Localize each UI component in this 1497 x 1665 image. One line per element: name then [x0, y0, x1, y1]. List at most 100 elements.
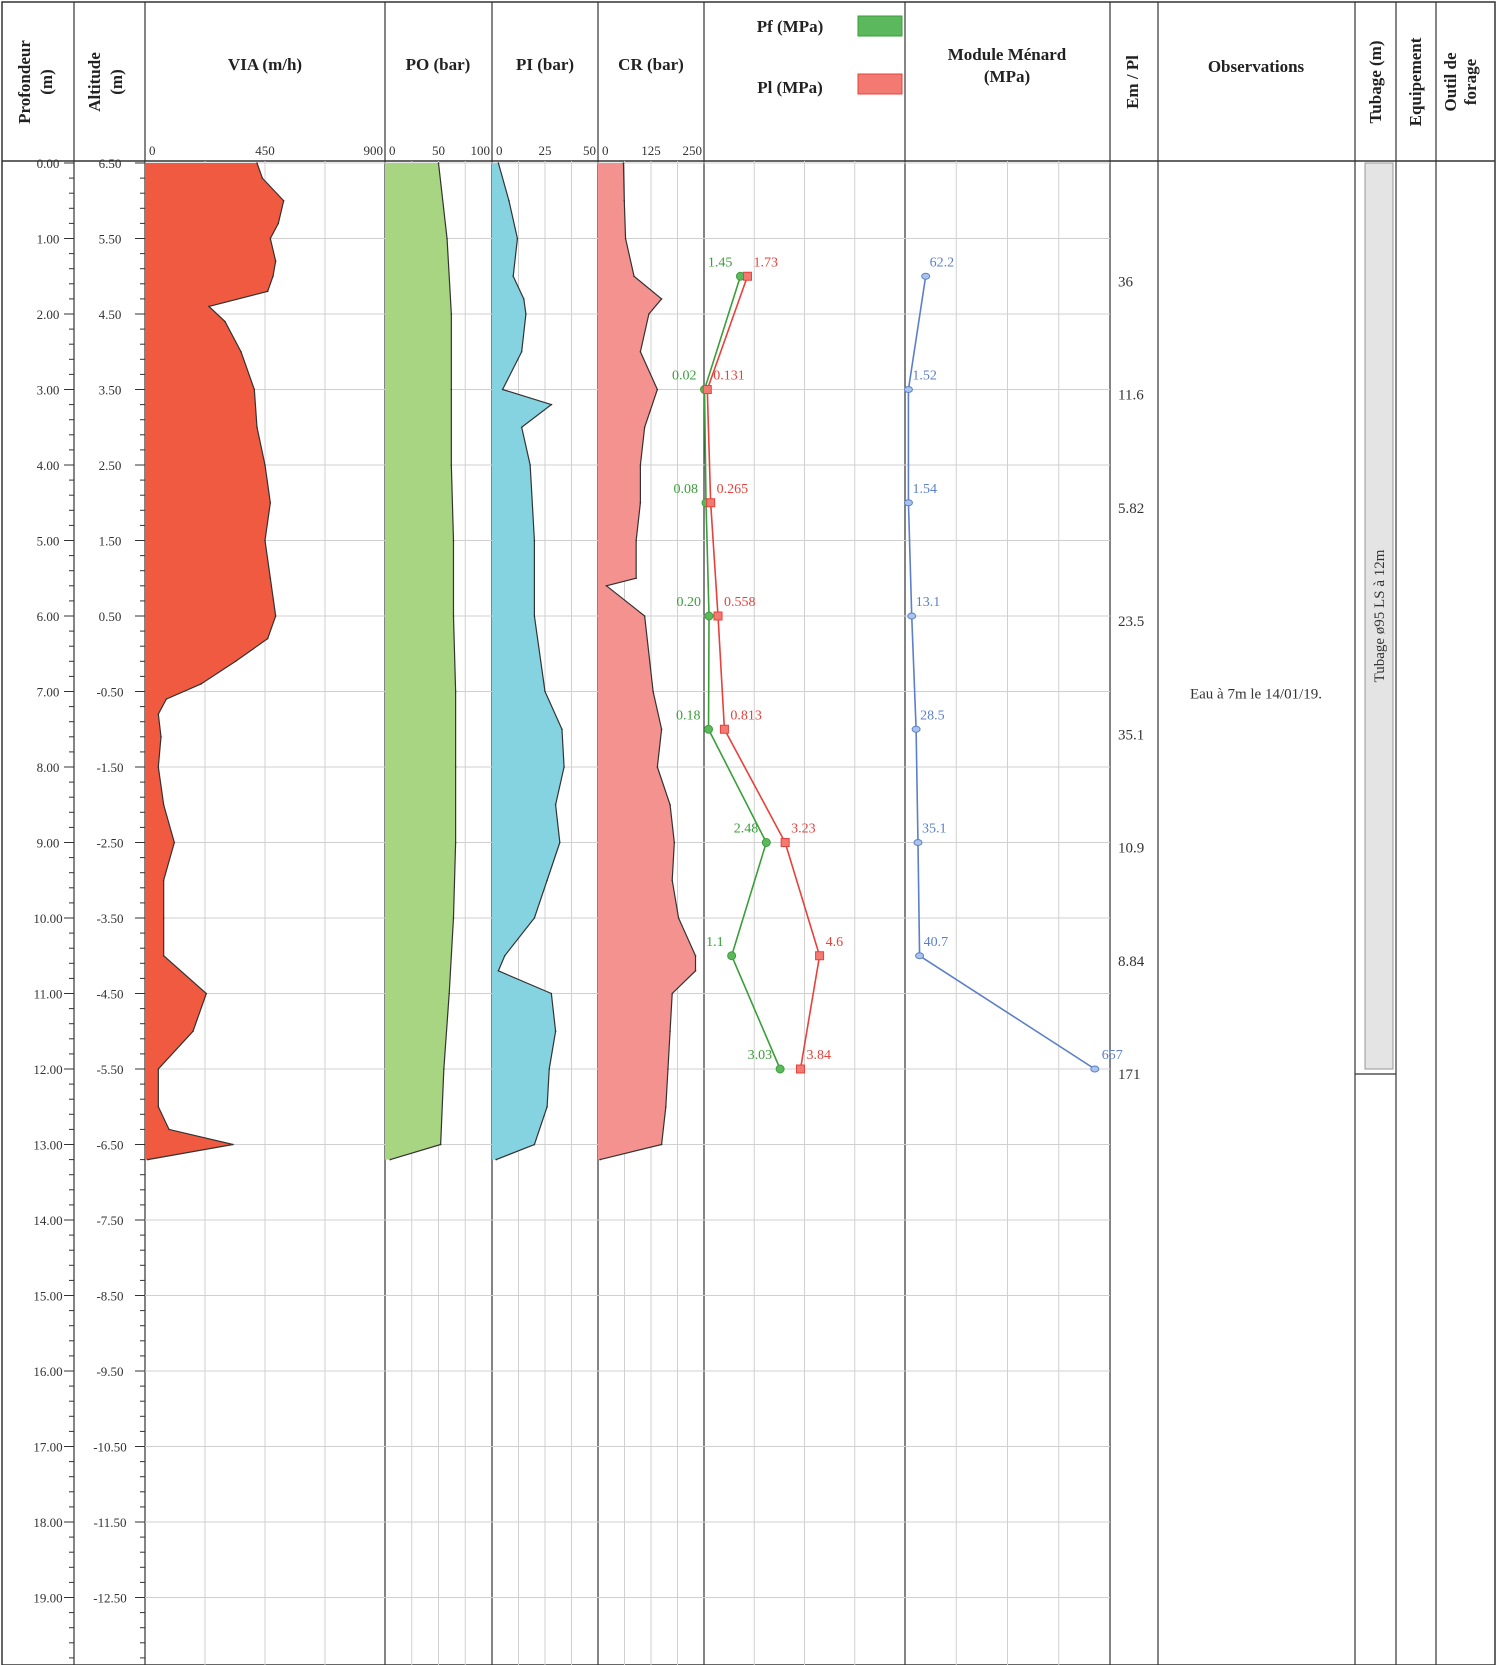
pi-curve-point	[520, 426, 523, 429]
po-curve-point	[443, 1068, 445, 1070]
pl-point	[713, 611, 723, 621]
via-curve-point	[146, 1158, 149, 1161]
module-point	[921, 272, 931, 280]
pf-line	[703, 276, 781, 1070]
via-curve-point	[160, 736, 162, 738]
po-curve-point	[454, 841, 457, 844]
altitude-label: -0.50	[96, 685, 123, 700]
pl-data-label: 3.23	[791, 822, 816, 837]
po-curve-point	[389, 1158, 392, 1161]
pl-point	[795, 1064, 805, 1074]
scale-label: 50	[583, 143, 596, 158]
pi-curve-point	[554, 1030, 557, 1033]
cr-curve-point	[624, 237, 627, 240]
pi-curve-point	[561, 728, 563, 731]
header-cr: CR (bar)	[618, 55, 684, 74]
depth-label: 2.00	[37, 307, 60, 322]
pl-data-label: 4.6	[826, 935, 844, 950]
module-data-label: 657	[1102, 1048, 1123, 1063]
po-curve-point	[452, 917, 455, 919]
cr-curve-point	[669, 1030, 671, 1033]
scale-label: 450	[255, 143, 275, 158]
pl-data-label: 0.265	[717, 482, 749, 497]
altitude-label: 6.50	[99, 156, 122, 171]
pi-curve-point	[508, 199, 510, 202]
cr-curve-point	[665, 1105, 667, 1108]
cr-curve-point	[667, 1068, 669, 1070]
header-profondeur-unit: (m)	[37, 69, 56, 94]
cr-curve	[598, 162, 697, 1161]
via-curve-point	[224, 320, 226, 323]
via-curve-point	[266, 290, 269, 293]
pi-curve-point	[523, 298, 525, 300]
pl-data-label: 0.131	[713, 369, 745, 384]
cr-curve-point	[656, 766, 659, 768]
cr-curve-point	[694, 970, 697, 972]
via-curve-point	[234, 660, 237, 663]
pi-curve-point	[533, 539, 536, 542]
via-curve-point	[253, 388, 256, 391]
altitude-label: -2.50	[96, 836, 123, 851]
tubage-bar: Tubage ø95 LS à 12m	[1355, 162, 1396, 1075]
via-curve-point	[157, 1105, 160, 1108]
pf-data-label: 0.02	[672, 369, 697, 384]
pi-curve-point	[544, 690, 546, 693]
altitude-label: 1.50	[99, 534, 122, 549]
header-em-pl: Em / Pl	[1123, 55, 1142, 109]
via-curve-point	[264, 464, 266, 466]
pf-data-label: 3.03	[748, 1048, 773, 1063]
pl-data-label: 0.813	[730, 708, 762, 723]
altitude-label: -5.50	[96, 1062, 123, 1077]
pl-point	[815, 951, 825, 961]
cr-curve-point	[635, 539, 637, 542]
altitude-label: 0.50	[99, 609, 122, 624]
scale-label: 50	[432, 143, 445, 158]
pl-point	[780, 838, 790, 847]
cr-curve-point	[660, 298, 663, 300]
via-curve	[145, 162, 285, 1161]
via-curve-point	[240, 350, 242, 353]
via-curve-point	[232, 1143, 234, 1146]
cr-curve-point	[639, 501, 642, 504]
depth-label: 14.00	[33, 1213, 62, 1228]
pi-curve-point	[495, 1158, 498, 1161]
em-pl-value: 10.9	[1118, 841, 1144, 857]
pi-curve-outline	[496, 162, 565, 1161]
altitude-label: -6.50	[96, 1138, 123, 1153]
altitude-label: -4.50	[96, 987, 123, 1002]
pi-curve-point	[497, 970, 500, 972]
header-altitude: Altitude	[85, 52, 104, 112]
po-curve-point	[446, 237, 448, 240]
depth-label: 4.00	[37, 458, 60, 473]
cr-curve-point	[633, 275, 635, 278]
cr-curve-point	[694, 954, 697, 957]
em-pl-value: 36	[1118, 274, 1134, 290]
altitude-label: 2.50	[99, 458, 122, 473]
cr-curve-point	[669, 803, 671, 806]
pi-curve-point	[546, 1105, 548, 1108]
em-pl-value: 171	[1118, 1067, 1141, 1083]
module-line	[907, 276, 1096, 1070]
pi-curve-point	[533, 615, 536, 617]
pi-curve-point	[533, 1143, 536, 1146]
altitude-label: -1.50	[96, 760, 123, 775]
depth-label: 6.00	[37, 609, 60, 624]
cr-curve-point	[643, 615, 646, 617]
depth-label: 10.00	[33, 911, 62, 926]
pi-curve-point	[546, 879, 548, 882]
module-point	[903, 386, 913, 393]
po-curve-fill	[385, 163, 456, 1160]
pi-curve-point	[550, 992, 553, 995]
altitude-label: -3.50	[96, 911, 123, 926]
depth-label: 15.00	[33, 1289, 62, 1304]
altitude-label: -8.50	[96, 1289, 123, 1304]
scale-label: 0	[496, 143, 503, 158]
pi-curve-point	[550, 403, 553, 406]
via-curve-point	[269, 501, 272, 504]
scale-label: 0	[149, 143, 156, 158]
pf-data-label: 0.20	[677, 595, 702, 610]
pf-point	[704, 611, 714, 621]
cr-curve-point	[677, 917, 680, 919]
via-curve-point	[162, 954, 165, 957]
po-curve-point	[450, 388, 453, 391]
